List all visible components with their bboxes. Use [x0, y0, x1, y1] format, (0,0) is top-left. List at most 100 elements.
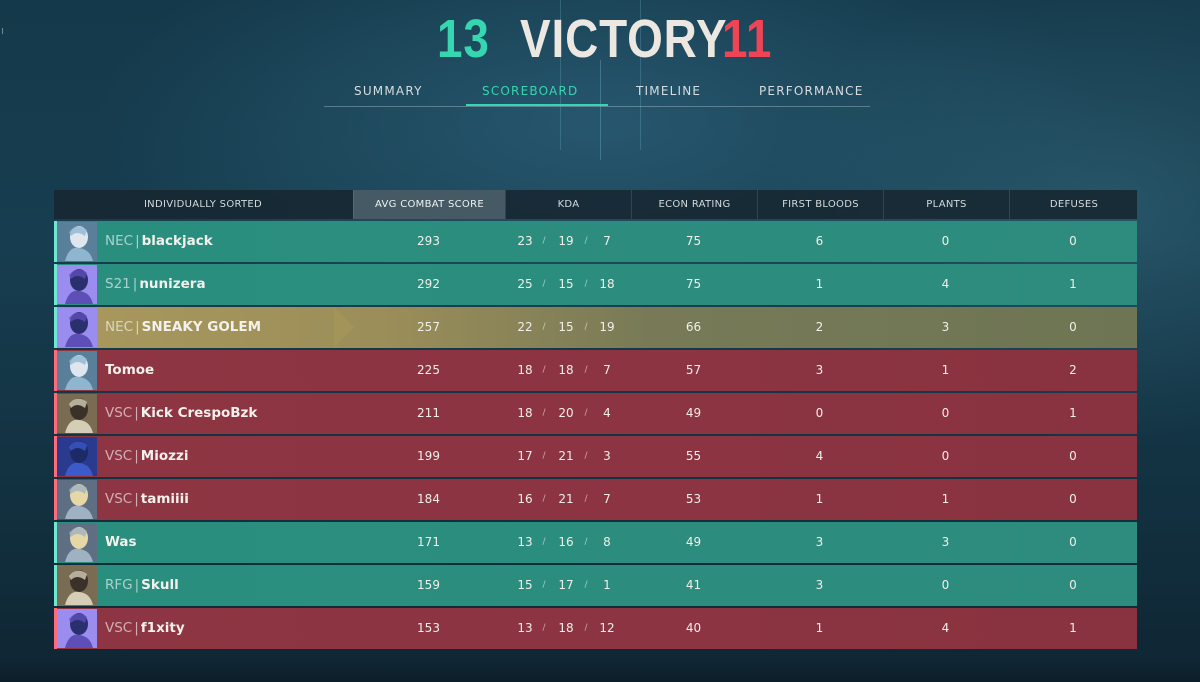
player-name-cell[interactable]: NEC | blackjack — [105, 221, 213, 262]
table-row[interactable]: Was 171 13 / 16 / 8 49 3 3 0 — [54, 522, 1137, 563]
table-row[interactable]: NEC | blackjack 293 23 / 19 / 7 75 6 0 0 — [54, 221, 1137, 262]
kda-separator: / — [584, 279, 588, 289]
econ-value: 53 — [685, 492, 702, 506]
team-tag: NEC — [105, 233, 134, 249]
deaths-value: 15 — [558, 277, 574, 291]
match-header: 13 VICTORY 11 — [0, 0, 1200, 70]
player-name: f1xity — [140, 620, 185, 636]
kills-value: 17 — [517, 449, 533, 463]
table-row[interactable]: VSC | tamiiii 184 16 / 21 / 7 53 1 1 0 — [54, 479, 1137, 520]
table-row[interactable]: Tomoe 225 18 / 18 / 7 57 3 1 2 — [54, 350, 1137, 391]
player-name-cell[interactable]: Was — [105, 522, 137, 563]
tab-scoreboard[interactable]: SCOREBOARD — [482, 84, 579, 98]
assists-value: 7 — [603, 363, 611, 377]
first-bloods-value: 1 — [815, 277, 824, 291]
defuses-value: 1 — [1069, 621, 1077, 635]
player-name-cell[interactable]: NEC | SNEAKY GOLEM — [105, 307, 261, 348]
team-tag: NEC — [105, 319, 134, 335]
kda-separator: / — [584, 365, 588, 375]
agent-portrait — [57, 566, 97, 605]
acs-value: 292 — [417, 277, 440, 291]
acs-value: 153 — [417, 621, 440, 635]
assists-value: 3 — [603, 449, 611, 463]
agent-portrait — [57, 437, 97, 476]
player-name-cell[interactable]: VSC | Kick CrespoBzk — [105, 393, 257, 434]
table-row[interactable]: VSC | f1xity 153 13 / 18 / 12 40 1 4 1 — [54, 608, 1137, 649]
first-bloods-value: 3 — [815, 363, 824, 377]
scoreboard-header-row: INDIVIDUALLY SORTED AVG COMBAT SCORE KDA… — [54, 190, 1137, 219]
deaths-value: 21 — [558, 449, 574, 463]
acs-column-header[interactable]: AVG COMBAT SCORE — [353, 190, 505, 219]
player-name-cell[interactable]: VSC | tamiiii — [105, 479, 189, 520]
player-name-cell[interactable]: VSC | Miozzi — [105, 436, 188, 477]
tab-timeline[interactable]: TIMELINE — [636, 84, 702, 98]
player-name-cell[interactable]: RFG | Skull — [105, 565, 179, 606]
team-tag: VSC — [105, 620, 133, 636]
first-bloods-value: 0 — [815, 406, 824, 420]
tag-separator: | — [134, 448, 139, 464]
assists-value: 4 — [603, 406, 611, 420]
team-score: 13 — [437, 9, 490, 69]
plants-value: 1 — [941, 363, 950, 377]
kda-separator: / — [542, 537, 546, 547]
first-bloods-column-header[interactable]: FIRST BLOODS — [757, 190, 883, 219]
kda-separator: / — [542, 580, 546, 590]
first-bloods-value: 3 — [815, 578, 824, 592]
deaths-value: 19 — [558, 234, 574, 248]
kills-value: 13 — [517, 535, 533, 549]
econ-value: 40 — [685, 621, 702, 635]
defuses-column-header[interactable]: DEFUSES — [1009, 190, 1138, 219]
table-row[interactable]: VSC | Miozzi 199 17 / 21 / 3 55 4 0 0 — [54, 436, 1137, 477]
player-name-cell[interactable]: Tomoe — [105, 350, 154, 391]
first-bloods-value: 3 — [815, 535, 824, 549]
kills-value: 18 — [517, 363, 533, 377]
enemy-score: 11 — [722, 9, 773, 69]
tab-performance[interactable]: PERFORMANCE — [759, 84, 864, 98]
deaths-value: 16 — [558, 535, 574, 549]
first-bloods-value: 1 — [815, 621, 824, 635]
assists-value: 8 — [603, 535, 611, 549]
team-color-strip — [54, 479, 57, 520]
first-bloods-value: 2 — [815, 320, 824, 334]
agent-portrait — [57, 480, 97, 519]
kda-separator: / — [584, 451, 588, 461]
tab-summary[interactable]: SUMMARY — [354, 84, 423, 98]
plants-column-header[interactable]: PLANTS — [883, 190, 1009, 219]
player-name: Miozzi — [140, 448, 189, 464]
first-bloods-value: 4 — [815, 449, 824, 463]
player-name-cell[interactable]: VSC | f1xity — [105, 608, 185, 649]
team-color-strip — [54, 221, 57, 262]
assists-value: 7 — [603, 492, 611, 506]
econ-value: 66 — [685, 320, 702, 334]
defuses-value: 0 — [1069, 535, 1077, 549]
plants-value: 0 — [941, 578, 950, 592]
corner-mark-icon — [2, 28, 9, 34]
player-name: Was — [105, 534, 137, 550]
plants-value: 3 — [941, 320, 950, 334]
agent-portrait — [57, 523, 97, 562]
player-name-cell[interactable]: S21 | nunizera — [105, 264, 206, 305]
kills-value: 23 — [517, 234, 533, 248]
sort-column-header[interactable]: INDIVIDUALLY SORTED — [143, 199, 263, 210]
defuses-value: 2 — [1069, 363, 1077, 377]
team-tag: VSC — [105, 491, 133, 507]
econ-column-header[interactable]: ECON RATING — [631, 190, 757, 219]
kda-separator: / — [584, 537, 588, 547]
match-tabs: SUMMARY SCOREBOARD TIMELINE PERFORMANCE — [324, 80, 870, 107]
kda-column-header[interactable]: KDA — [505, 190, 631, 219]
kills-value: 13 — [517, 621, 533, 635]
first-bloods-value: 1 — [815, 492, 824, 506]
table-row[interactable]: S21 | nunizera 292 25 / 15 / 18 75 1 4 1 — [54, 264, 1137, 305]
econ-value: 49 — [685, 535, 702, 549]
econ-value: 55 — [685, 449, 702, 463]
plants-value: 0 — [941, 449, 950, 463]
table-row[interactable]: RFG | Skull 159 15 / 17 / 1 41 3 0 0 — [54, 565, 1137, 606]
table-row[interactable]: NEC | SNEAKY GOLEM 257 22 / 15 / 19 66 2 3 0 — [54, 307, 1137, 348]
kda-separator: / — [542, 623, 546, 633]
kda-separator: / — [542, 408, 546, 418]
player-name: Tomoe — [105, 362, 155, 378]
deaths-value: 20 — [558, 406, 574, 420]
tag-separator: | — [134, 620, 139, 636]
decor-line-center — [600, 60, 601, 160]
table-row[interactable]: VSC | Kick CrespoBzk 211 18 / 20 / 4 49 0 0 1 — [54, 393, 1137, 434]
